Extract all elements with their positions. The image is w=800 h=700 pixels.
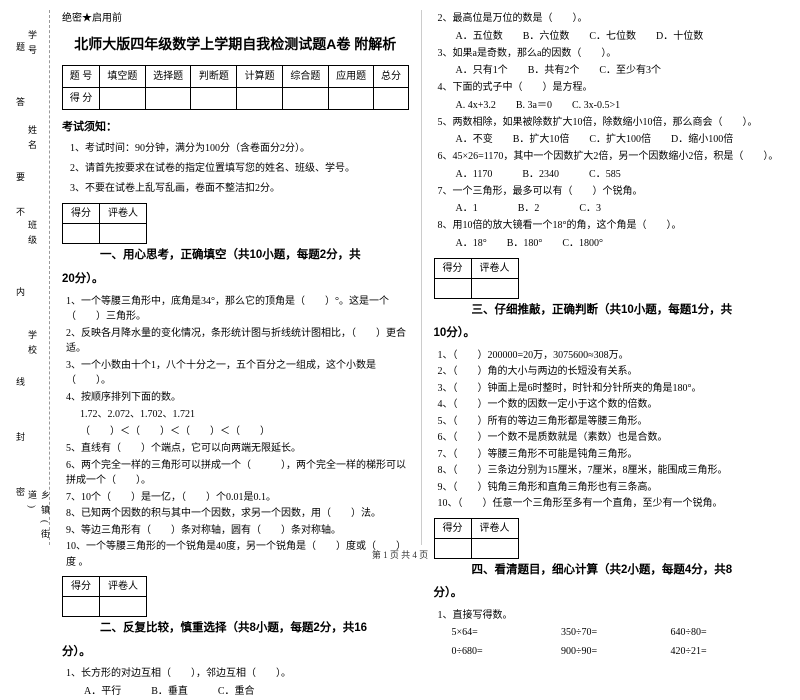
q-item: 4、下面的式子中（ ）是方程。	[438, 80, 781, 96]
score-header: 填空题	[99, 65, 145, 87]
calc-cell: 5×64=	[452, 624, 562, 641]
section-4-header-cont: 分）。	[434, 584, 781, 604]
binding-char: 密	[16, 485, 25, 498]
q-item: 7、10个（ ）是一亿，（ ）个0.01是0.1。	[66, 490, 409, 506]
q-item: 9、等边三角形有（ ）条对称轴，圆有（ ）条对称轴。	[66, 523, 409, 539]
grader-box: 得分 评卷人	[62, 203, 147, 244]
q-opts: A．1 B．2 C．3	[456, 200, 781, 217]
mini-header: 得分	[63, 204, 100, 224]
q-sub: （ ）＜（ ）＜（ ）＜（ ）	[80, 423, 409, 440]
q-item: 1、长方形的对边互相（ ），邻边互相（ ）。	[66, 666, 409, 682]
q-item: 8、用10倍的放大镜看一个18°的角，这个角是（ ）。	[438, 218, 781, 234]
q-item: 1、直接写得数。	[438, 608, 781, 624]
calc-cell: 0÷680=	[452, 643, 562, 660]
binding-margin: 学号 题 答 姓名 要 不 班级 内 学校 线 封 密 乡镇(街道)	[8, 10, 50, 545]
q-item: 10、（ ）任意一个三角形至多有一个直角，至少有一个锐角。	[438, 496, 781, 512]
page-footer: 第 1 页 共 4 页	[0, 548, 800, 561]
binding-label: 乡镇(街道)	[26, 490, 52, 545]
q-opts: A. 4x+3.2 B. 3a＝0 C. 3x-0.5>1	[456, 97, 781, 114]
secret-label: 绝密★启用前	[62, 10, 409, 27]
section-1-header-cont: 20分）。	[62, 270, 409, 290]
section-1-header: 一、用心思考，正确填空（共10小题，每题2分，共	[100, 246, 409, 266]
notice-title: 考试须知：	[62, 118, 409, 137]
score-header: 综合题	[282, 65, 328, 87]
section-2-header-cont: 分）。	[62, 643, 409, 663]
exam-title: 北师大版四年级数学上学期自我检测试题A卷 附解析	[62, 33, 409, 57]
q-item: 1、（ ）200000=20万，3075600≈308万。	[438, 348, 781, 364]
q-item: 8、已知两个因数的积与其中一个因数，求另一个因数，用（ ）法。	[66, 506, 409, 522]
binding-char: 线	[16, 375, 25, 388]
notice-item: 3、不要在试卷上乱写乱画，卷面不整洁扣2分。	[70, 180, 409, 197]
mini-header: 评卷人	[471, 518, 518, 538]
grader-box: 得分 评卷人	[62, 576, 147, 617]
calc-cell: 350÷70=	[561, 624, 671, 641]
binding-char: 题	[16, 40, 25, 53]
q-item: 9、（ ）钝角三角形和直角三角形也有三条高。	[438, 480, 781, 496]
q-item: 6、（ ）一个数不是质数就是（素数）也是合数。	[438, 430, 781, 446]
score-header: 判断题	[191, 65, 237, 87]
binding-label: 班级	[26, 220, 39, 250]
section-4-header: 四、看清题目，细心计算（共2小题，每题4分，共8	[472, 561, 781, 581]
section-2-header: 二、反复比较，慎重选择（共8小题，每题2分，共16	[100, 619, 409, 639]
score-header: 选择题	[145, 65, 191, 87]
mini-header: 得分	[434, 258, 471, 278]
binding-label: 姓名	[26, 125, 39, 155]
score-header: 应用题	[328, 65, 374, 87]
q-item: 3、（ ）钟面上是6时整时，时针和分针所夹的角是180°。	[438, 381, 781, 397]
mini-header: 得分	[434, 518, 471, 538]
mini-header: 评卷人	[100, 577, 147, 597]
q-item: 2、（ ）角的大小与两边的长短没有关系。	[438, 364, 781, 380]
q-item: 3、如果a是奇数，那么a的因数（ ）。	[438, 46, 781, 62]
q-opts: A．平行 B．垂直 C．重合	[84, 683, 409, 700]
binding-char: 内	[16, 285, 25, 298]
left-column: 绝密★启用前 北师大版四年级数学上学期自我检测试题A卷 附解析 题 号 填空题 …	[50, 10, 422, 545]
score-row-label: 得 分	[63, 87, 100, 109]
q-opts: A．五位数 B．六位数 C．七位数 D．十位数	[456, 28, 781, 45]
right-column: 2、最高位是万位的数是（ ）。 A．五位数 B．六位数 C．七位数 D．十位数 …	[422, 10, 793, 545]
notice-item: 1、考试时间：90分钟，满分为100分（含卷面分2分）。	[70, 140, 409, 157]
binding-char: 答	[16, 95, 25, 108]
grader-box: 得分 评卷人	[434, 258, 519, 299]
q-item: 6、两个完全一样的三角形可以拼成一个（ ），两个完全一样的梯形可以拼成一个（ ）…	[66, 458, 409, 489]
q-opts: A．1170 B．2340 C．585	[456, 166, 781, 183]
binding-char: 不	[16, 205, 25, 218]
q-item: 2、最高位是万位的数是（ ）。	[438, 11, 781, 27]
calc-cell: 420÷21=	[671, 643, 781, 660]
q-item: 5、（ ）所有的等边三角形都是等腰三角形。	[438, 414, 781, 430]
score-header: 计算题	[237, 65, 283, 87]
q-opts: A．18° B．180° C．1800°	[456, 235, 781, 252]
q-item: 5、直线有（ ）个端点，它可以向两端无限延长。	[66, 441, 409, 457]
mini-header: 评卷人	[100, 204, 147, 224]
q-item: 7、（ ）等腰三角形不可能是钝角三角形。	[438, 447, 781, 463]
section-3-header-cont: 10分）。	[434, 324, 781, 344]
q-opts: A．不变 B．扩大10倍 C．扩大100倍 D．缩小100倍	[456, 131, 781, 148]
calc-cell: 640÷80=	[671, 624, 781, 641]
binding-char: 封	[16, 430, 25, 443]
q-item: 3、一个小数由十个1，八个十分之一，五个百分之一组成，这个小数是（ ）。	[66, 358, 409, 389]
q-item: 5、两数相除，如果被除数扩大10倍，除数缩小10倍，那么商会（ ）。	[438, 115, 781, 131]
q-opts: A．只有1个 B．共有2个 C．至少有3个	[456, 62, 781, 79]
q-item: 6、45×26=1170，其中一个因数扩大2倍，另一个因数缩小2倍，积是（ ）。	[438, 149, 781, 165]
score-header: 总分	[374, 65, 408, 87]
q-item: 7、一个三角形，最多可以有（ ）个锐角。	[438, 184, 781, 200]
notice-item: 2、请首先按要求在试卷的指定位置填写您的姓名、班级、学号。	[70, 160, 409, 177]
calc-cell: 900÷90=	[561, 643, 671, 660]
q-item: 2、反映各月降水量的变化情况，条形统计图与折线统计图相比，（ ）更合适。	[66, 326, 409, 357]
calc-grid: 5×64= 350÷70= 640÷80= 0÷680= 900÷90= 420…	[452, 624, 781, 660]
q-sub: 1.72、2.072、1.702、1.721	[80, 406, 409, 423]
binding-label: 学校	[26, 330, 39, 360]
q-item: 1、一个等腰三角形中，底角是34°，那么它的顶角是（ ）°。这是一个（ ）三角形…	[66, 294, 409, 325]
binding-char: 要	[16, 170, 25, 183]
mini-header: 评卷人	[471, 258, 518, 278]
score-header: 题 号	[63, 65, 100, 87]
q-item: 4、按顺序排列下面的数。	[66, 390, 409, 406]
mini-header: 得分	[63, 577, 100, 597]
binding-label: 学号	[26, 30, 39, 60]
section-3-header: 三、仔细推敲，正确判断（共10小题，每题1分，共	[472, 301, 781, 321]
q-item: 8、（ ）三条边分别为15厘米，7厘米，8厘米，能围成三角形。	[438, 463, 781, 479]
q-item: 4、（ ）一个数的因数一定小于这个数的倍数。	[438, 397, 781, 413]
score-table: 题 号 填空题 选择题 判断题 计算题 综合题 应用题 总分 得 分	[62, 65, 409, 110]
